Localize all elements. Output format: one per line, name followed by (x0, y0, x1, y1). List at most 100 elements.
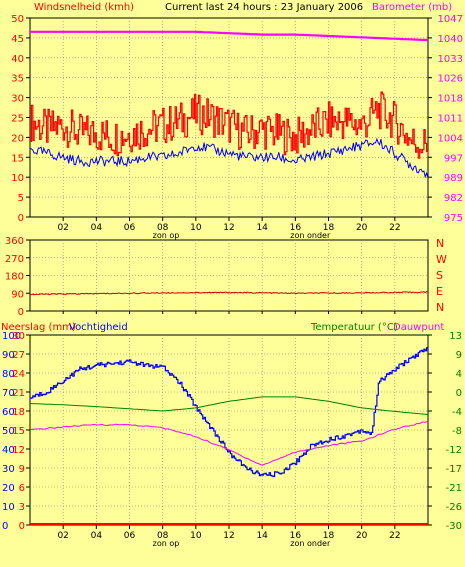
x-tick-label: 16 (290, 223, 302, 233)
wind-tick-label: 0 (18, 213, 24, 224)
compass-letter: S (436, 269, 443, 282)
baro-tick-label: 975 (444, 213, 463, 224)
rain-tick-label: 3 (19, 502, 25, 513)
chart-title: Current last 24 hours : 23 January 2006 (165, 2, 363, 13)
wind-direction-line (30, 291, 429, 296)
wind-tick-label: 15 (11, 153, 24, 164)
temp-axis-label: Temperatuur (°C) (310, 322, 398, 333)
wind-mean-line (29, 137, 429, 179)
direction-tick-label: 360 (5, 236, 24, 247)
x-tick-label: 12 (223, 223, 234, 233)
baro-tick-label: 1004 (438, 133, 463, 144)
x-tick-label: 06 (124, 223, 136, 233)
x-tick-label: 14 (256, 223, 268, 233)
rain-tick-label: 15 (12, 426, 25, 437)
panel3-grid (30, 335, 428, 525)
humidity-tick-label: 90 (2, 350, 15, 361)
baro-tick-label: 1026 (438, 74, 463, 85)
sunrise-annotation: zon op (153, 231, 180, 240)
rain-tick-label: 30 (12, 331, 25, 342)
baro-tick-label: 1047 (438, 14, 463, 25)
wind-tick-label: 50 (11, 14, 24, 25)
x-tick-label: 14 (256, 531, 268, 541)
temperature-tick-label: -12 (446, 445, 462, 456)
x-tick-label: 02 (57, 223, 68, 233)
wind-tick-label: 40 (11, 54, 24, 65)
rain-tick-label: 12 (12, 445, 25, 456)
x-tick-label: 02 (57, 531, 68, 541)
temperature-tick-label: -4 (452, 407, 462, 418)
x-tick-label: 06 (124, 531, 136, 541)
humidity-tick-label: 50 (2, 426, 15, 437)
baro-tick-label: 982 (444, 193, 463, 204)
compass-letter: W (436, 253, 447, 266)
humidity-tick-label: 70 (2, 388, 15, 399)
panel3-series (29, 346, 429, 525)
wind-tick-label: 10 (11, 173, 24, 184)
x-tick-label: 20 (356, 223, 368, 233)
barometer-line (30, 30, 429, 42)
x-tick-label: 10 (190, 531, 202, 541)
baro-axis-label: Barometer (mb) (372, 2, 452, 13)
rain-tick-label: 0 (19, 521, 25, 532)
direction-tick-label: 90 (11, 289, 24, 300)
dewpoint-line (29, 420, 429, 466)
rain-tick-label: 18 (12, 407, 25, 418)
baro-tick-label: 1011 (438, 114, 463, 125)
x-tick-label: 20 (356, 531, 368, 541)
x-tick-label: 18 (323, 531, 335, 541)
humidity-tick-label: 20 (2, 483, 15, 494)
direction-tick-label: 180 (5, 272, 24, 283)
panel3-axes: 0 010 320 630 940125015601870218024902710030… (2, 331, 462, 548)
humidity-tick-label: 80 (2, 369, 15, 380)
wind-tick-label: 5 (18, 193, 24, 204)
wind-tick-label: 35 (11, 74, 24, 85)
baro-tick-label: 1033 (438, 54, 463, 65)
humidity-tick-label: 100 (2, 331, 21, 342)
temperature-tick-label: 13 (449, 331, 462, 342)
temperature-line (29, 396, 429, 415)
temperature-tick-label: -8 (452, 426, 462, 437)
humidity-tick-label: 30 (2, 464, 15, 475)
humidity-tick-label: 10 (2, 502, 15, 513)
humidity-tick-label: 40 (2, 445, 15, 456)
panel2-series (30, 291, 429, 296)
rain-tick-label: 6 (19, 483, 25, 494)
sunset-annotation: zon onder (290, 231, 331, 240)
wind-tick-label: 30 (11, 94, 24, 105)
baro-tick-label: 1018 (438, 94, 463, 105)
temperature-tick-label: -26 (446, 502, 462, 513)
baro-tick-label: 997 (444, 153, 463, 164)
rain-tick-label: 21 (12, 388, 25, 399)
panel1-axes: 0510152025303540455097598298999710041011… (11, 14, 463, 240)
x-tick-label: 22 (389, 531, 400, 541)
humidity-axis-label: Vochtigheid (69, 322, 128, 333)
temperature-tick-label: -21 (446, 483, 462, 494)
x-tick-label: 08 (157, 531, 169, 541)
sunrise-annotation: zon op (153, 539, 180, 548)
x-tick-label: 16 (290, 531, 302, 541)
wind-tick-label: 45 (11, 34, 24, 45)
dew-axis-label: Dauwpunt (393, 322, 444, 333)
temperature-tick-label: -17 (446, 464, 462, 475)
wind-tick-label: 25 (11, 114, 24, 125)
humidity-line (30, 346, 429, 478)
temperature-tick-label: 4 (456, 369, 462, 380)
humidity-tick-label: 0 (2, 521, 8, 532)
temperature-tick-label: 0 (456, 388, 462, 399)
x-tick-label: 18 (323, 223, 335, 233)
x-tick-label: 10 (190, 223, 202, 233)
x-tick-label: 08 (157, 223, 169, 233)
x-tick-label: 12 (223, 531, 234, 541)
direction-tick-label: 270 (5, 254, 24, 265)
panel1-series (29, 30, 429, 179)
wind-axis-label: Windsnelheid (kmh) (34, 2, 134, 13)
rain-tick-label: 24 (12, 369, 25, 380)
compass-letter: N (436, 237, 444, 250)
compass-letter: N (436, 301, 444, 314)
compass-letter: E (436, 285, 443, 298)
humidity-tick-label: 60 (2, 407, 15, 418)
